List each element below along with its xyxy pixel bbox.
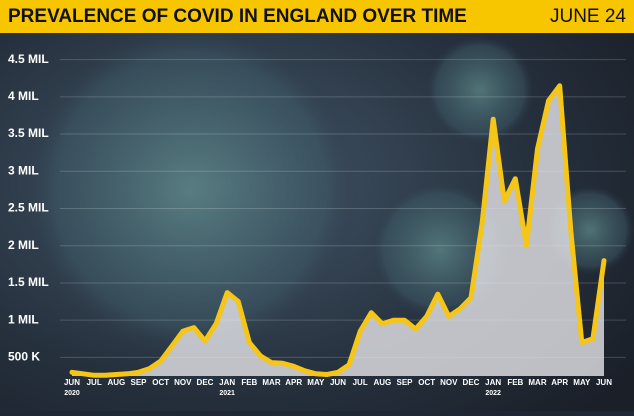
chart-title: PREVALENCE OF COVID IN ENGLAND OVER TIME	[8, 6, 467, 27]
virus-image	[425, 35, 535, 145]
line	[69, 83, 607, 378]
x-tick-label: APR	[551, 378, 568, 387]
x-tick-label: OCT	[152, 378, 169, 387]
x-tick-label: DEC	[463, 378, 480, 387]
area	[72, 85, 604, 376]
x-tick-label: JAN	[219, 378, 235, 387]
x-year-label: 2022	[485, 390, 501, 397]
x-tick-label: OCT	[418, 378, 435, 387]
plot: 500 K 1 MIL 1.5 MIL 2 MIL 2.5 MIL 3 MIL 3.5 MI…	[8, 52, 626, 397]
x-tick-label: SEP	[396, 378, 413, 387]
y-tick-label: 3 MIL	[8, 163, 39, 177]
y-tick-label: 2 MIL	[8, 238, 39, 252]
x-tick-label: SEP	[130, 378, 147, 387]
x-tick-label: AUG	[373, 378, 391, 387]
y-tick-label: 1.5 MIL	[8, 275, 49, 289]
x-tick-label: NOV	[440, 378, 458, 387]
x-tick-label: MAR	[262, 378, 280, 387]
y-tick-label: 4.5 MIL	[8, 52, 49, 66]
x-tick-label: AUG	[107, 378, 125, 387]
date-label: JUNE 24	[550, 6, 626, 27]
virus-image	[20, 20, 360, 360]
y-tick-label: 4 MIL	[8, 89, 39, 103]
x-tick-label: MAR	[528, 378, 546, 387]
x-tick-label: JUN	[596, 378, 612, 387]
x-tick-label: JUN	[64, 378, 80, 387]
y-tick-label: 500 K	[8, 350, 40, 364]
x-tick-label: JUN	[330, 378, 346, 387]
x-tick-label: NOV	[174, 378, 192, 387]
x-tick-label: DEC	[197, 378, 214, 387]
x-tick-label: APR	[285, 378, 302, 387]
y-tick-label: 3.5 MIL	[8, 126, 49, 140]
y-tick-label: 1 MIL	[8, 312, 39, 326]
x-tick-label: JUL	[87, 378, 102, 387]
x-tick-label: FEB	[507, 378, 523, 387]
x-year-label: 2021	[219, 390, 235, 397]
title-bar	[0, 0, 634, 33]
x-tick-label: MAY	[573, 378, 591, 387]
x-tick-label: FEB	[241, 378, 257, 387]
x-tick-label: MAY	[307, 378, 325, 387]
x-year-label: 2020	[64, 390, 80, 397]
x-tick-label: JUL	[353, 378, 368, 387]
y-tick-label: 2.5 MIL	[8, 201, 49, 215]
x-tick-label: JAN	[485, 378, 501, 387]
